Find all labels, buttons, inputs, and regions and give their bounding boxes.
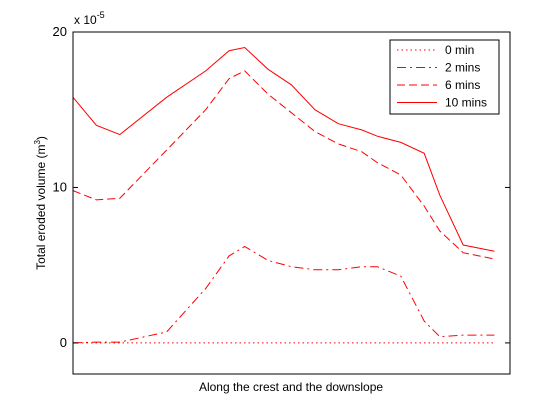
y-tick-label: 0 — [60, 335, 67, 350]
y-axis-label-base: Total eroded volume (m — [34, 145, 48, 270]
legend-box — [389, 39, 500, 115]
series-line-10-mins — [72, 46, 495, 252]
y-multiplier: x 10-5 — [74, 10, 105, 27]
axes-box — [72, 31, 511, 375]
y-multiplier-exponent: -5 — [97, 10, 105, 20]
legend-entry-label: 2 mins — [445, 61, 480, 75]
legend-entry-label: 6 mins — [445, 78, 480, 92]
y-axis-label-close: ) — [34, 136, 48, 140]
y-axis-label: Total eroded volume (m3) — [33, 136, 48, 270]
series-layer — [72, 46, 495, 344]
y-ticks: 0 10 20 — [53, 24, 510, 350]
y-tick-label: 20 — [53, 24, 67, 39]
legend: 0 min 2 mins 6 mins 10 mins — [389, 39, 500, 115]
legend-entry-label: 10 mins — [445, 96, 487, 110]
series-line-2-mins — [72, 245, 495, 344]
series-line-6-mins — [72, 70, 495, 260]
y-multiplier-base: x 10 — [74, 13, 97, 27]
x-axis-label: Along the crest and the downslope — [199, 380, 383, 394]
y-tick-label: 10 — [53, 179, 67, 194]
y-axis-label-sup: 3 — [33, 140, 42, 145]
legend-entry-label: 0 min — [445, 43, 474, 57]
